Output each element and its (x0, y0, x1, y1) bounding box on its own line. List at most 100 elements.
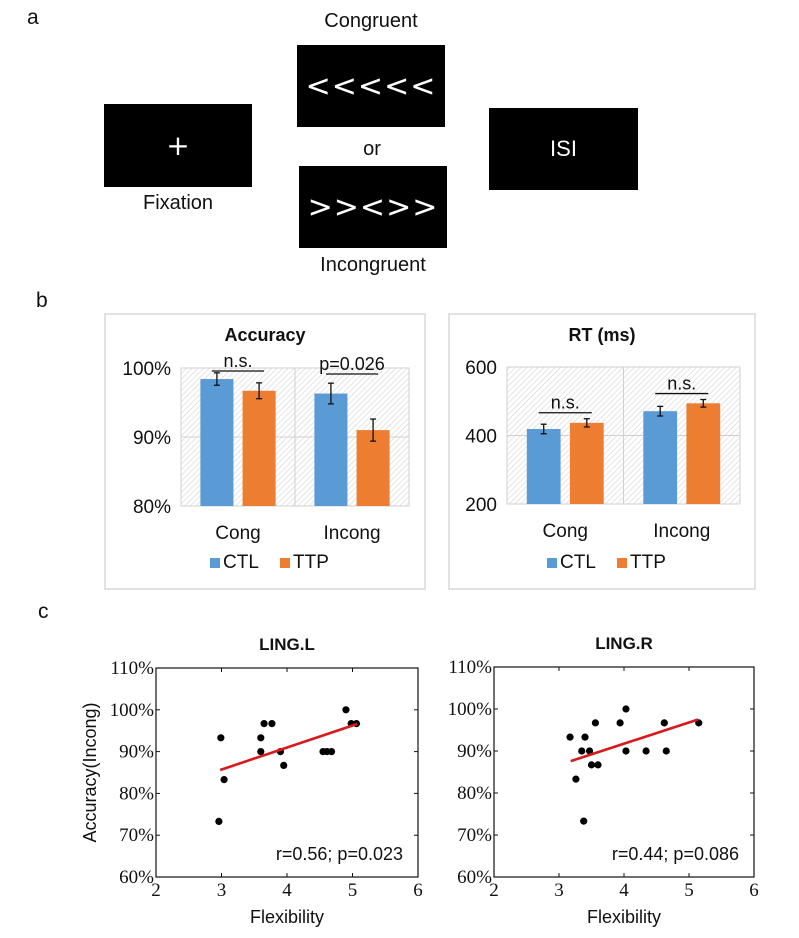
congruent-stimulus-box: <<<<< (297, 45, 445, 127)
congruent-label: Congruent (324, 10, 418, 32)
data-point (587, 761, 596, 769)
data-point (578, 747, 586, 755)
significance-label: p=0.026 (319, 354, 385, 374)
y-tick-label: 70% (457, 825, 492, 846)
significance-label: n.s. (667, 374, 696, 394)
data-point (622, 747, 630, 755)
fixation-cross-icon: + (166, 129, 190, 162)
x-tick-label: 4 (619, 880, 629, 901)
y-tick-label: 60% (119, 867, 154, 888)
chart-accuracy: 80% 90% 100% Accuracy Cong n.s. Incong p=0.026 C… (104, 313, 426, 590)
bar-charts: 80% 90% 100% Accuracy Cong n.s. Incong p=0.026 C… (104, 313, 756, 590)
y-tick-label: 110% (448, 657, 492, 678)
incongruent-stimulus-box: >><>> (299, 166, 447, 248)
y-tick-label: 100% (110, 700, 155, 721)
chart-title: LING.R (595, 634, 653, 653)
isi-label: ISI (550, 136, 577, 161)
x-tick-label: 3 (217, 880, 227, 901)
y-tick-label: 110% (110, 658, 154, 679)
legend-label-ttp: TTP (630, 552, 666, 573)
legend-swatch-ctl (210, 558, 220, 568)
panel-b-letter: b (36, 289, 48, 312)
or-label: or (363, 138, 381, 160)
x-tick-label: Incong (653, 521, 710, 542)
chart-ling-r: LING.R 2 3 4 5 6 60% 70% 80% 90% 100% 110% r=0.44; p… (448, 634, 759, 927)
fixation-label: Fixation (142, 192, 214, 214)
x-tick-label: 3 (554, 880, 564, 901)
bar-ttp-incong (356, 430, 390, 506)
x-axis-label: Flexibility (250, 907, 324, 927)
incongruent-label: Incongruent (320, 254, 426, 276)
data-point (594, 761, 602, 769)
y-tick-label: 70% (119, 825, 154, 846)
data-point (660, 719, 668, 727)
legend-label-ttp: TTP (293, 552, 329, 573)
legend-swatch-ttp (617, 558, 627, 568)
y-tick-label: 80% (133, 497, 171, 518)
data-point (260, 719, 268, 728)
axes-box (493, 666, 755, 878)
bar-ttp-incong (686, 403, 721, 504)
y-tick-label: 80% (457, 783, 492, 804)
significance-label: n.s. (223, 351, 252, 371)
bar-ttp-cong (569, 422, 604, 504)
fixation-box: + (104, 104, 252, 187)
data-point (581, 733, 589, 741)
x-tick-label: 2 (151, 880, 161, 901)
regression-line (219, 722, 358, 772)
legend-label-ctl: CTL (560, 552, 596, 573)
chart-ling-l: LING.L 2 3 4 5 6 60% 70% 80% 90% 100% 110% r=0.56; p… (80, 635, 423, 927)
y-tick-label: 90% (457, 741, 492, 762)
data-point (257, 734, 265, 742)
bar-ctl-incong (643, 411, 678, 504)
data-point (342, 706, 350, 714)
x-tick-label: 4 (282, 880, 292, 901)
data-point (566, 733, 574, 741)
y-tick-label: 600 (465, 358, 497, 379)
panel-c-letter: c (38, 600, 49, 623)
bar-ctl-incong (314, 393, 348, 506)
data-point (572, 775, 580, 783)
data-point (585, 747, 594, 755)
data-point (622, 705, 630, 713)
chart-title: RT (ms) (569, 325, 636, 345)
bar-ctl-cong (200, 379, 234, 506)
x-tick-label: 6 (413, 880, 423, 901)
chart-rt: 200 400 600 RT (ms) Cong n.s. Incong n.s. CTL TTP (448, 313, 756, 590)
y-tick-label: 400 (465, 427, 497, 448)
y-tick-label: 60% (457, 867, 492, 888)
incongruent-arrows: >><>> (307, 189, 439, 225)
data-point (591, 719, 600, 727)
y-tick-label: 100% (122, 359, 171, 380)
data-point (327, 748, 336, 756)
legend-swatch-ttp (280, 558, 290, 568)
x-tick-label: Cong (215, 523, 260, 544)
y-tick-label: 90% (133, 428, 171, 449)
correlation-annotation: r=0.44; p=0.086 (612, 844, 739, 864)
x-axis-label: Flexibility (587, 907, 661, 927)
regression-line (570, 718, 699, 763)
x-tick-label: 6 (749, 880, 759, 901)
data-point (616, 719, 624, 727)
y-tick-label: 90% (119, 742, 154, 763)
chart-title: LING.L (259, 635, 315, 654)
x-tick-label: 5 (348, 880, 358, 901)
chart-title: Accuracy (224, 325, 305, 345)
congruent-arrows: <<<<< (305, 68, 437, 104)
data-point (220, 776, 228, 784)
y-axis-label: Accuracy(Incong) (80, 702, 100, 842)
panel-a-letter: a (27, 6, 39, 29)
data-point (215, 817, 223, 826)
y-tick-label: 80% (119, 783, 154, 804)
axes-box (155, 667, 419, 878)
bar-ttp-cong (242, 390, 276, 506)
data-point (257, 748, 265, 756)
x-tick-label: Cong (543, 521, 588, 542)
legend-label-ctl: CTL (223, 552, 259, 573)
scatter-charts: LING.L 2 3 4 5 6 60% 70% 80% 90% 100% 110% r=0.56; p… (80, 634, 759, 927)
x-tick-label: 5 (684, 880, 694, 901)
x-tick-label: 2 (489, 880, 499, 901)
x-tick-label: Incong (323, 523, 380, 544)
data-point (662, 747, 670, 755)
